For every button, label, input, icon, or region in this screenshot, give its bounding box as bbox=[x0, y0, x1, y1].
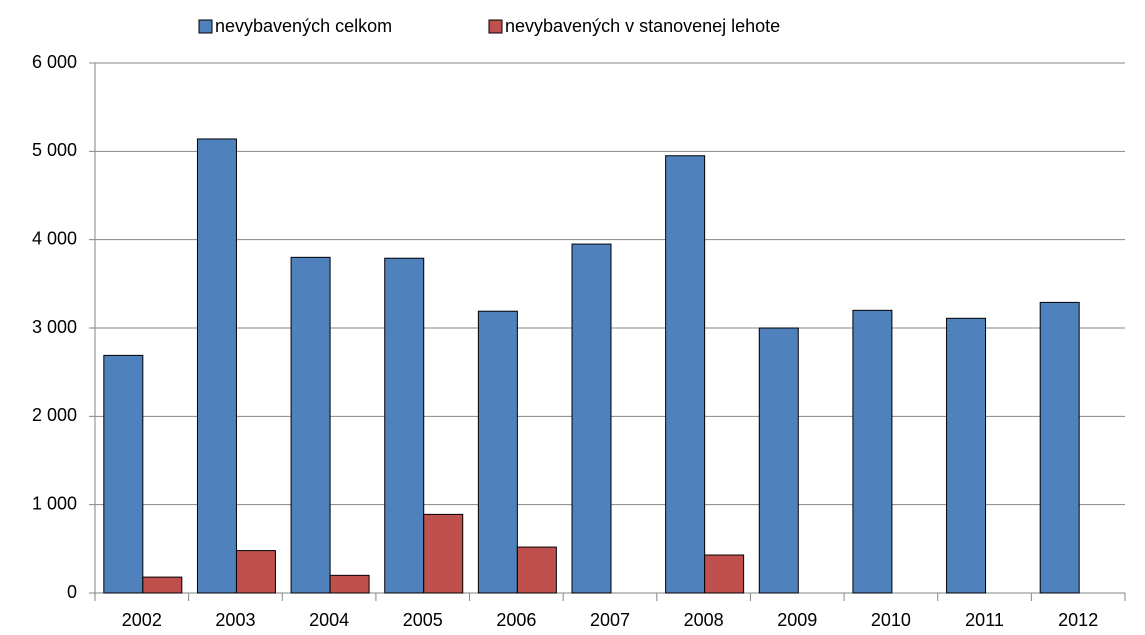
bar bbox=[423, 513, 464, 594]
bar bbox=[235, 550, 276, 594]
bar bbox=[946, 317, 987, 594]
x-tick-label: 2003 bbox=[215, 610, 255, 630]
bar bbox=[665, 155, 706, 594]
x-tick-label: 2004 bbox=[309, 610, 349, 630]
bar bbox=[290, 256, 331, 594]
y-tick-label: 1 000 bbox=[32, 493, 77, 513]
x-tick-label: 2007 bbox=[590, 610, 630, 630]
y-tick-label: 3 000 bbox=[32, 317, 77, 337]
legend-label: nevybavených celkom bbox=[215, 16, 392, 36]
y-tick-label: 5 000 bbox=[32, 140, 77, 160]
x-tick-label: 2005 bbox=[403, 610, 443, 630]
bar bbox=[142, 576, 183, 594]
x-tick-label: 2009 bbox=[777, 610, 817, 630]
x-tick-label: 2002 bbox=[122, 610, 162, 630]
bar bbox=[384, 257, 425, 594]
y-tick-label: 6 000 bbox=[32, 52, 77, 72]
bar bbox=[329, 574, 370, 594]
bar bbox=[1039, 301, 1080, 594]
legend-label: nevybavených v stanovenej lehote bbox=[505, 16, 780, 36]
bar bbox=[477, 310, 518, 594]
x-tick-label: 2012 bbox=[1058, 610, 1098, 630]
y-tick-label: 2 000 bbox=[32, 405, 77, 425]
bar bbox=[758, 327, 799, 594]
bar bbox=[516, 546, 557, 594]
bar bbox=[852, 309, 893, 594]
x-tick-label: 2011 bbox=[965, 610, 1004, 630]
x-tick-label: 2006 bbox=[496, 610, 536, 630]
x-tick-label: 2010 bbox=[871, 610, 911, 630]
legend-swatch bbox=[488, 19, 503, 34]
bar bbox=[196, 138, 237, 594]
bar bbox=[571, 243, 612, 594]
y-tick-label: 0 bbox=[67, 582, 77, 602]
x-tick-label: 2008 bbox=[684, 610, 724, 630]
bar bbox=[103, 354, 144, 594]
legend-swatch bbox=[198, 19, 213, 34]
y-tick-label: 4 000 bbox=[32, 228, 77, 248]
bar bbox=[704, 554, 745, 594]
